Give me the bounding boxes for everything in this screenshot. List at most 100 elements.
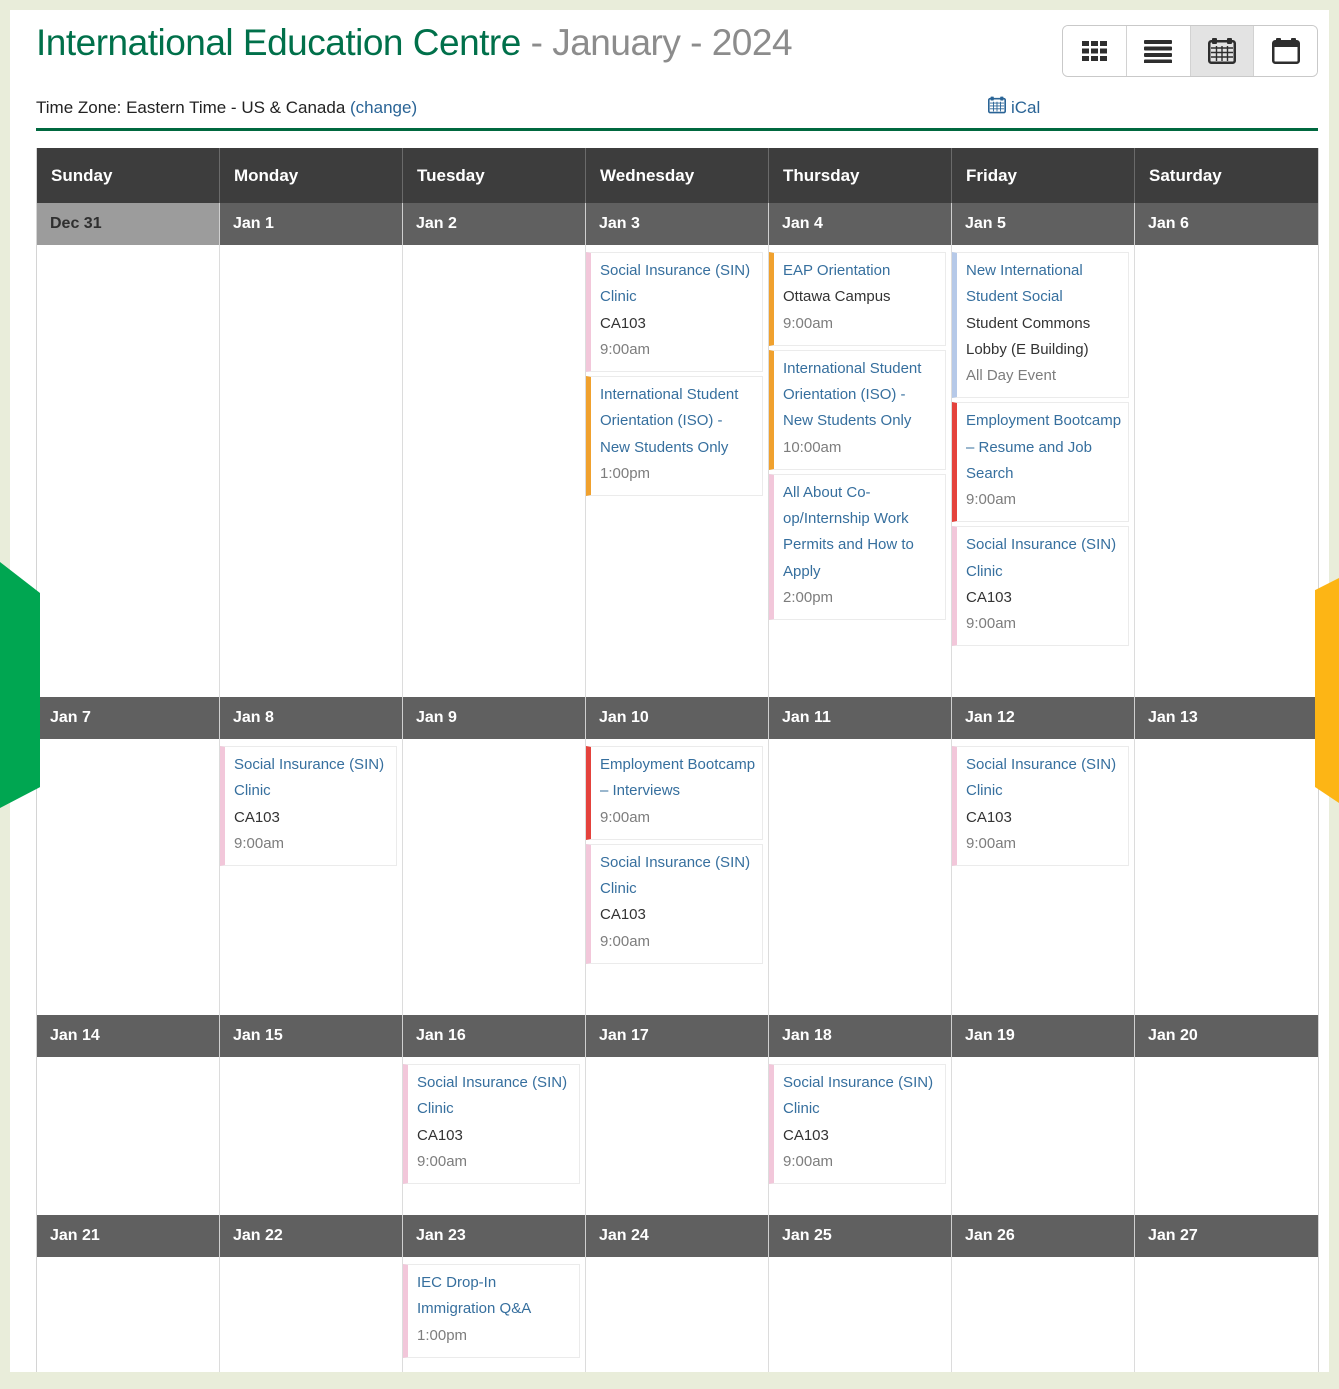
date-cell: Jan 1 xyxy=(220,203,403,245)
day-cell: EAP Orientation Ottawa Campus 9:00am Intern… xyxy=(769,245,952,697)
date-cell: Jan 8 xyxy=(220,697,403,739)
event-title: Employment Bootcamp – Resume and Job Sea… xyxy=(966,412,1122,482)
event-card[interactable]: Social Insurance (SIN) Clinic CA103 9:00am xyxy=(769,1064,946,1184)
event-card[interactable]: Employment Bootcamp – Resume and Job Sea… xyxy=(952,402,1129,523)
week-1-cells: Social Insurance (SIN) Clinic CA103 9:00am… xyxy=(37,245,1318,697)
day-header-tuesday: Tuesday xyxy=(403,148,586,203)
list-view-icon xyxy=(1144,39,1173,63)
timezone-change-link[interactable]: (change) xyxy=(350,98,418,117)
date-cell: Jan 10 xyxy=(586,697,769,739)
event-time: 9:00am xyxy=(600,340,651,358)
event-card[interactable]: Employment Bootcamp – Interviews 9:00am xyxy=(586,746,763,840)
event-time: 9:00am xyxy=(234,834,285,852)
day-cell xyxy=(403,245,586,697)
page-title-month-year: January - 2024 xyxy=(552,22,793,63)
day-cell: Social Insurance (SIN) Clinic CA103 9:00am xyxy=(220,739,403,1015)
event-card[interactable]: Social Insurance (SIN) Clinic CA103 9:00am xyxy=(220,746,397,866)
calendar-page-card: International Education Centre - January… xyxy=(10,10,1329,1372)
event-location: CA103 xyxy=(234,808,280,826)
event-card[interactable]: All About Co-op/Internship Work Permits … xyxy=(769,473,946,620)
date-cell: Jan 22 xyxy=(220,1215,403,1257)
event-title: International Student Orientation (ISO) … xyxy=(600,386,739,456)
page-title: International Education Centre - January… xyxy=(36,22,793,64)
event-location: Ottawa Campus xyxy=(783,288,891,306)
list-view-button[interactable] xyxy=(1125,26,1190,76)
date-cell: Jan 26 xyxy=(952,1215,1135,1257)
event-card[interactable]: Social Insurance (SIN) Clinic CA103 9:00am xyxy=(586,843,763,964)
day-cell xyxy=(220,1057,403,1215)
date-cell: Jan 9 xyxy=(403,697,586,739)
event-location: CA103 xyxy=(417,1126,463,1144)
page-title-centre-name: International Education Centre xyxy=(36,22,521,63)
grid-view-button[interactable] xyxy=(1063,26,1126,76)
date-cell: Jan 7 xyxy=(37,697,220,739)
day-cell xyxy=(769,739,952,1015)
ical-calendar-icon xyxy=(988,96,1006,119)
event-card[interactable]: Social Insurance (SIN) Clinic CA103 9:00am xyxy=(403,1064,580,1184)
event-time: 2:00pm xyxy=(783,588,834,606)
event-card[interactable]: Social Insurance (SIN) Clinic CA103 9:00am xyxy=(952,746,1129,866)
day-cell xyxy=(952,1057,1135,1215)
date-cell: Jan 2 xyxy=(403,203,586,245)
event-card[interactable]: New International Student Social Student … xyxy=(952,252,1129,399)
event-time: 1:00pm xyxy=(600,464,651,482)
day-header-wednesday: Wednesday xyxy=(586,148,769,203)
date-cell: Jan 3 xyxy=(586,203,769,245)
day-cell xyxy=(952,1257,1135,1372)
date-cell: Jan 5 xyxy=(952,203,1135,245)
event-time: 9:00am xyxy=(417,1152,468,1170)
day-cell xyxy=(769,1257,952,1372)
day-cell: Social Insurance (SIN) Clinic CA103 9:00am xyxy=(403,1057,586,1215)
event-title: New International Student Social xyxy=(966,262,1083,306)
month-view-button[interactable] xyxy=(1189,26,1254,76)
timezone-label: Time Zone: Eastern Time - US & Canada xyxy=(36,98,346,117)
date-cell: Jan 25 xyxy=(769,1215,952,1257)
date-cell: Dec 31 xyxy=(37,203,220,245)
day-cell xyxy=(220,1257,403,1372)
event-location: CA103 xyxy=(966,808,1012,826)
date-cell: Jan 27 xyxy=(1148,1227,1198,1244)
month-calendar: Sunday Monday Tuesday Wednesday Thursday Frid… xyxy=(36,148,1319,1372)
event-title: Social Insurance (SIN) Clinic xyxy=(234,756,385,800)
ical-link[interactable]: iCal xyxy=(988,96,1040,119)
date-cell: Jan 18 xyxy=(769,1015,952,1057)
week-view-icon xyxy=(1271,38,1300,64)
day-cell xyxy=(37,1257,220,1372)
event-title: Social Insurance (SIN) Clinic xyxy=(966,536,1117,580)
left-edge-decoration-green xyxy=(0,562,40,808)
day-cell xyxy=(37,245,220,697)
event-card[interactable]: Social Insurance (SIN) Clinic CA103 9:00am xyxy=(952,526,1129,647)
event-location: CA103 xyxy=(783,1126,829,1144)
event-location: CA103 xyxy=(966,588,1012,606)
event-card[interactable]: EAP Orientation Ottawa Campus 9:00am xyxy=(769,252,946,346)
day-cell xyxy=(403,739,586,1015)
right-edge-decoration-yellow xyxy=(1315,578,1339,803)
date-cell: Jan 16 xyxy=(403,1015,586,1057)
week-view-button[interactable] xyxy=(1253,26,1317,76)
event-time: 9:00am xyxy=(966,834,1017,852)
event-title: Social Insurance (SIN) Clinic xyxy=(966,756,1117,800)
week-3-date-band: Jan 14 Jan 15 Jan 16 Jan 17 Jan 18 Jan 19 Jan … xyxy=(37,1015,1318,1057)
event-card[interactable]: International Student Orientation (ISO) … xyxy=(769,349,946,470)
week-1-date-band: Dec 31 Jan 1 Jan 2 Jan 3 Jan 4 Jan 5 Jan 6 xyxy=(37,203,1318,245)
view-toggle-group xyxy=(1062,25,1318,77)
week-2-date-band: Jan 7 Jan 8 Jan 9 Jan 10 Jan 11 Jan 12 Jan 13 xyxy=(37,697,1318,739)
day-cell xyxy=(220,245,403,697)
day-header-monday: Monday xyxy=(220,148,403,203)
event-card[interactable]: International Student Orientation (ISO) … xyxy=(586,376,763,496)
day-cell xyxy=(586,1057,769,1215)
day-cell xyxy=(37,1057,220,1215)
day-header-row: Sunday Monday Tuesday Wednesday Thursday Frid… xyxy=(37,148,1318,203)
event-card[interactable]: IEC Drop-In Immigration Q&A 1:00pm xyxy=(403,1264,580,1358)
event-location: CA103 xyxy=(600,314,646,332)
event-card[interactable]: Social Insurance (SIN) Clinic CA103 9:00am xyxy=(586,252,763,372)
day-cell: Social Insurance (SIN) Clinic CA103 9:00am xyxy=(769,1057,952,1215)
event-time: All Day Event xyxy=(966,367,1057,384)
date-cell: Jan 6 xyxy=(1148,215,1189,232)
event-time: 9:00am xyxy=(966,615,1017,632)
day-cell xyxy=(37,739,220,1015)
event-location: Student Commons Lobby (E Building) xyxy=(966,314,1091,358)
day-header-friday: Friday xyxy=(952,148,1135,203)
day-cell xyxy=(1135,739,1318,1015)
event-time: 9:00am xyxy=(600,808,651,826)
